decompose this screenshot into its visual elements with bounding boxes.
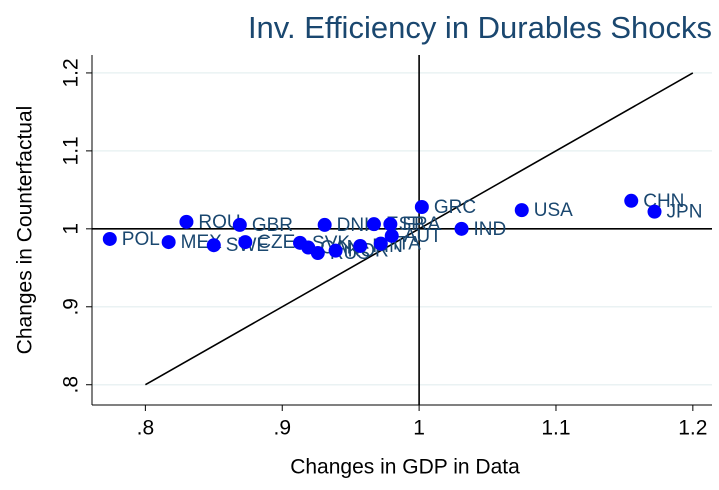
point-label: FRA xyxy=(402,214,440,235)
point-label: GBR xyxy=(252,215,293,236)
y-tick-label: .8 xyxy=(60,376,83,394)
point-label: JPN xyxy=(667,202,703,223)
y-tick-label: 1 xyxy=(60,223,83,235)
point-label: CZE xyxy=(257,232,295,253)
point-label: DNK xyxy=(337,215,377,236)
point xyxy=(353,238,368,253)
y-tick-label: 1.2 xyxy=(60,58,83,87)
point-label: POL xyxy=(122,229,160,250)
x-axis-title: Changes in GDP in Data xyxy=(290,456,520,479)
point-label: IND xyxy=(474,219,507,240)
point-label: ITA xyxy=(393,234,421,255)
point-label: AUT xyxy=(404,226,442,247)
point xyxy=(624,193,639,208)
point-label: USA xyxy=(534,200,573,221)
x-tick-label: .9 xyxy=(273,417,291,440)
point xyxy=(514,203,529,218)
point xyxy=(206,238,221,253)
point xyxy=(238,235,253,250)
x-tick-label: 1.1 xyxy=(541,417,570,440)
y-axis-title: Changes in Counterfactual xyxy=(14,106,37,355)
point xyxy=(366,217,381,232)
x-tick-label: .8 xyxy=(137,417,155,440)
chart-title: Inv. Efficiency in Durables Shocks xyxy=(248,10,712,45)
point xyxy=(161,235,176,250)
point-label: ROU xyxy=(198,212,240,233)
point xyxy=(232,217,247,232)
point xyxy=(102,231,117,246)
point xyxy=(328,243,343,258)
x-tick-label: 1 xyxy=(413,417,425,440)
point xyxy=(384,228,399,243)
point xyxy=(179,214,194,229)
x-tick-label: 1.2 xyxy=(678,417,707,440)
diagonal-line xyxy=(144,72,694,386)
point xyxy=(383,217,398,232)
point xyxy=(647,204,662,219)
y-tick-label: .9 xyxy=(60,298,83,316)
point xyxy=(373,236,388,251)
point-label: GRC xyxy=(434,197,476,218)
point xyxy=(454,221,469,236)
y-tick-label: 1.1 xyxy=(60,136,83,165)
point xyxy=(414,200,429,215)
point xyxy=(310,245,325,260)
point xyxy=(317,217,332,232)
